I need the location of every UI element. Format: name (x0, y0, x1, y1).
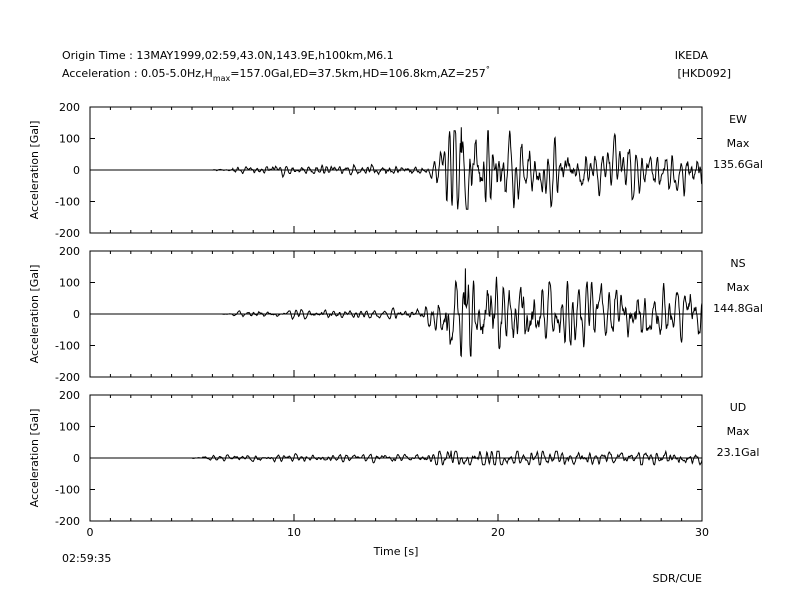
x-axis-label: Time [s] (373, 545, 419, 558)
max-value: 23.1Gal (717, 446, 760, 459)
waveform-ew (212, 127, 703, 210)
y-tick-label: 100 (59, 277, 80, 290)
max-label: Max (727, 137, 750, 150)
acceleration-info-text: Acceleration : 0.05-5.0Hz,Hmax=157.0Gal,… (62, 65, 490, 83)
y-tick-label: -100 (55, 340, 80, 353)
y-tick-label: 0 (73, 164, 80, 177)
y-tick-label: -200 (55, 227, 80, 240)
waveform-ud (191, 449, 703, 466)
station-name: IKEDA (675, 49, 709, 62)
panel-ew: 200 100 0 -100 -200 Acceleration [Gal] EW Max 13… (28, 101, 763, 240)
panel-ns: 200 100 0 -100 -200 Acceleration [Gal] NS Max 14… (28, 245, 763, 384)
y-tick-label: 200 (59, 245, 80, 258)
y-axis-label: Acceleration [Gal] (28, 265, 41, 364)
y-tick-label: 200 (59, 101, 80, 114)
y-tick-label: 100 (59, 133, 80, 146)
component-label: EW (729, 113, 747, 126)
y-axis-label: Acceleration [Gal] (28, 409, 41, 508)
max-label: Max (727, 425, 750, 438)
waveform-ns (222, 268, 703, 358)
y-tick-label: -200 (55, 515, 80, 528)
start-time-label: 02:59:35 (62, 552, 111, 565)
station-code: [HKD092] (677, 67, 731, 80)
max-label: Max (727, 281, 750, 294)
max-value: 135.6Gal (713, 158, 763, 171)
max-value: 144.8Gal (713, 302, 763, 315)
y-axis-label: Acceleration [Gal] (28, 121, 41, 220)
component-label: NS (730, 257, 745, 270)
y-tick-label: 0 (73, 452, 80, 465)
x-tick-label: 30 (695, 526, 709, 539)
y-tick-label: 0 (73, 308, 80, 321)
y-tick-label: 200 (59, 389, 80, 402)
component-label: UD (730, 401, 747, 414)
credit-label: SDR/CUE (653, 572, 703, 585)
x-tick-label: 0 (87, 526, 94, 539)
y-tick-label: -100 (55, 196, 80, 209)
panel-ud: 200 100 0 -100 -200 0 10 20 30 Acceleration [Gal]… (28, 389, 759, 558)
x-tick-label: 10 (287, 526, 301, 539)
y-tick-label: -100 (55, 484, 80, 497)
y-tick-label: -200 (55, 371, 80, 384)
origin-time-text: Origin Time : 13MAY1999,02:59,43.0N,143.… (62, 49, 394, 62)
y-tick-label: 100 (59, 421, 80, 434)
x-tick-label: 20 (491, 526, 505, 539)
